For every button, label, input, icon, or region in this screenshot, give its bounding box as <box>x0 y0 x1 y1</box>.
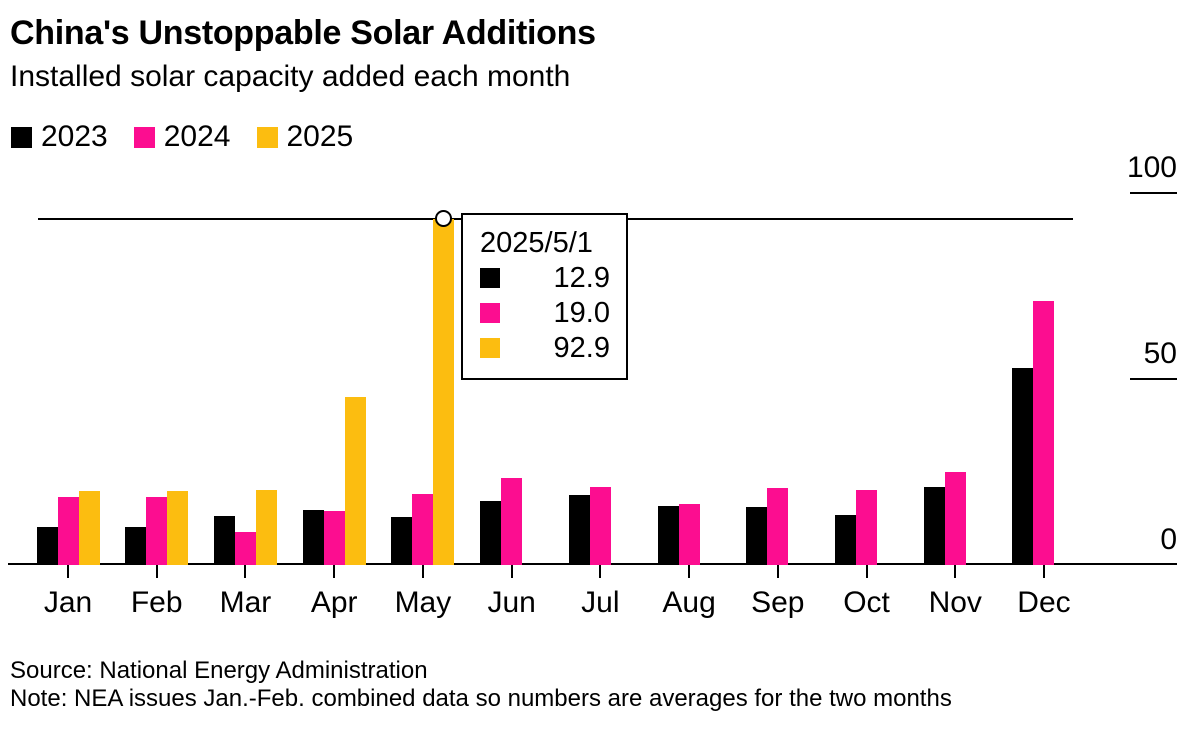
x-axis-label-aug: Aug <box>662 586 716 619</box>
tooltip-value-2024: 19.0 <box>553 296 610 329</box>
x-axis-label-jun: Jun <box>487 586 536 619</box>
tooltip-row-2023: 12.9 <box>480 261 610 295</box>
bar-2025-jan[interactable] <box>78 491 100 565</box>
x-axis-tick-mar <box>244 565 247 578</box>
x-axis-tick-jun <box>510 565 513 578</box>
bar-2025-may[interactable] <box>433 219 455 565</box>
bar-2023-feb[interactable] <box>125 527 147 565</box>
y-axis-tick-100 <box>1130 192 1177 194</box>
bar-2024-dec[interactable] <box>1033 300 1055 565</box>
x-axis-label-apr: Apr <box>310 586 358 619</box>
x-axis-tick-sep <box>776 565 779 578</box>
bar-2023-dec[interactable] <box>1012 367 1034 565</box>
tooltip-swatch-2025 <box>480 338 500 358</box>
x-axis-tick-nov <box>954 565 957 578</box>
bar-2023-mar[interactable] <box>213 515 235 565</box>
x-axis-tick-apr <box>333 565 336 578</box>
bar-2023-jan[interactable] <box>36 527 58 565</box>
x-axis-label-mar: Mar <box>219 586 272 619</box>
tooltip-value-2025: 92.9 <box>553 331 610 364</box>
tooltip-row-2024: 19.0 <box>480 296 610 330</box>
y-axis-tick-50 <box>1130 378 1177 380</box>
legend-item-2023: 2023 <box>11 120 108 154</box>
bar-2023-apr[interactable] <box>302 510 324 565</box>
chart-title: China's Unstoppable Solar Additions <box>10 14 596 52</box>
chart-legend: 2023 2024 2025 <box>11 120 353 154</box>
bar-2025-mar[interactable] <box>255 489 277 565</box>
bar-2023-jun[interactable] <box>480 501 502 565</box>
bar-2024-sep[interactable] <box>767 487 789 565</box>
bar-2024-may[interactable] <box>412 494 434 565</box>
legend-swatch-2024 <box>133 126 155 148</box>
x-axis-tick-dec <box>1042 565 1045 578</box>
x-axis-label-nov: Nov <box>928 586 982 619</box>
source-text: Source: National Energy Administration <box>10 657 428 684</box>
legend-swatch-2023 <box>11 126 32 148</box>
legend-label-2025: 2025 <box>286 120 354 153</box>
tooltip-value-2023: 12.9 <box>553 261 610 294</box>
bar-2023-nov[interactable] <box>923 486 945 565</box>
x-axis-tick-jan <box>67 565 69 578</box>
tooltip-swatch-2023 <box>480 268 500 288</box>
y-axis-label-100: 100 <box>1126 151 1177 184</box>
legend-label-2023: 2023 <box>41 120 108 153</box>
x-axis-label-may: May <box>394 586 452 619</box>
bar-2023-aug[interactable] <box>657 506 679 565</box>
bar-2023-jul[interactable] <box>568 495 590 565</box>
y-axis-label-0: 0 <box>1160 523 1177 556</box>
chart-subtitle: Installed solar capacity added each mont… <box>10 60 571 93</box>
tooltip-swatch-2024 <box>480 303 500 323</box>
bar-2024-feb[interactable] <box>146 496 168 565</box>
x-axis-tick-aug <box>688 565 691 578</box>
x-axis-label-oct: Oct <box>843 586 890 619</box>
legend-item-2025: 2025 <box>256 120 354 154</box>
bar-2023-may[interactable] <box>391 517 413 565</box>
x-axis-label-jul: Jul <box>581 586 620 619</box>
hover-marker-circle <box>434 210 452 228</box>
x-axis-label-feb: Feb <box>130 586 183 619</box>
x-axis-tick-may <box>421 565 424 578</box>
x-axis-tick-oct <box>865 565 868 578</box>
x-axis-label-dec: Dec <box>1017 586 1071 619</box>
bar-2024-jul[interactable] <box>589 487 611 565</box>
y-axis-label-50: 50 <box>1143 337 1177 370</box>
bar-2025-feb[interactable] <box>167 490 189 565</box>
bar-2024-nov[interactable] <box>944 471 966 565</box>
tooltip-date: 2025/5/1 <box>480 227 593 259</box>
bar-2023-oct[interactable] <box>835 514 857 565</box>
bar-2024-mar[interactable] <box>234 531 256 565</box>
bar-2024-aug[interactable] <box>678 503 700 565</box>
bar-2023-sep[interactable] <box>746 506 768 565</box>
bar-2024-oct[interactable] <box>856 490 878 565</box>
bar-2025-apr[interactable] <box>344 396 366 565</box>
legend-item-2024: 2024 <box>133 120 231 154</box>
legend-label-2024: 2024 <box>163 120 231 153</box>
bar-2024-jan[interactable] <box>57 496 79 565</box>
legend-swatch-2025 <box>256 126 278 148</box>
bar-2024-apr[interactable] <box>323 511 345 565</box>
x-axis-label-sep: Sep <box>751 586 805 619</box>
tooltip-rows: 12.9 19.0 92.9 <box>480 261 610 365</box>
x-axis-label-jan: Jan <box>43 586 93 619</box>
bar-2024-jun[interactable] <box>501 478 523 565</box>
note-text: Note: NEA issues Jan.-Feb. combined data… <box>10 685 952 712</box>
x-axis-tick-jul <box>599 565 602 578</box>
tooltip-row-2025: 92.9 <box>480 331 610 365</box>
x-axis-tick-feb <box>155 565 158 578</box>
tooltip: 2025/5/1 12.9 19.0 92.9 <box>461 213 628 380</box>
